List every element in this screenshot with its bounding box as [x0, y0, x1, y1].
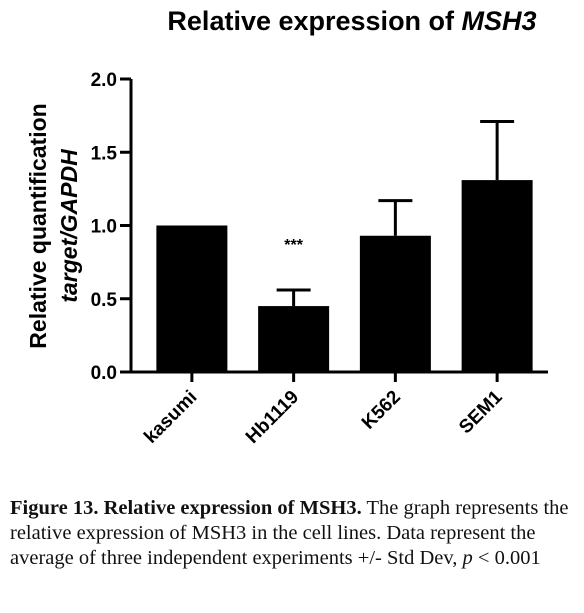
figure-label: Figure 13. Relative expression of MSH3. [10, 497, 362, 519]
x-tick-label: Hb1119 [242, 387, 303, 448]
y-tick-label: 2.0 [91, 70, 117, 91]
figure-caption: Figure 13. Relative expression of MSH3. … [10, 496, 576, 571]
p-value: < 0.001 [472, 547, 541, 569]
bar-chart: Relative expression of MSH3 Relative qua… [25, 6, 548, 448]
bar [156, 225, 228, 372]
significance-label: *** [284, 237, 303, 254]
p-symbol: p [462, 547, 473, 569]
y-axis-label: Relative quantification [25, 103, 51, 348]
y-axis-label-sub: target/GAPDH [56, 149, 82, 303]
y-tick-label: 1.0 [91, 217, 117, 238]
chart-title: Relative expression of MSH3 [167, 6, 536, 36]
bar [258, 306, 330, 372]
y-tick-label: 1.5 [91, 143, 118, 164]
x-tick-label: SEM1 [455, 386, 507, 438]
caption-text: The graph represents the relative expres… [10, 497, 569, 569]
y-tick-label: 0.0 [91, 363, 117, 384]
bar [461, 180, 533, 372]
bar [359, 235, 431, 372]
x-tick-label: K562 [358, 387, 405, 434]
y-tick-label: 0.5 [91, 290, 118, 311]
x-tick-label: kasumi [140, 387, 201, 448]
